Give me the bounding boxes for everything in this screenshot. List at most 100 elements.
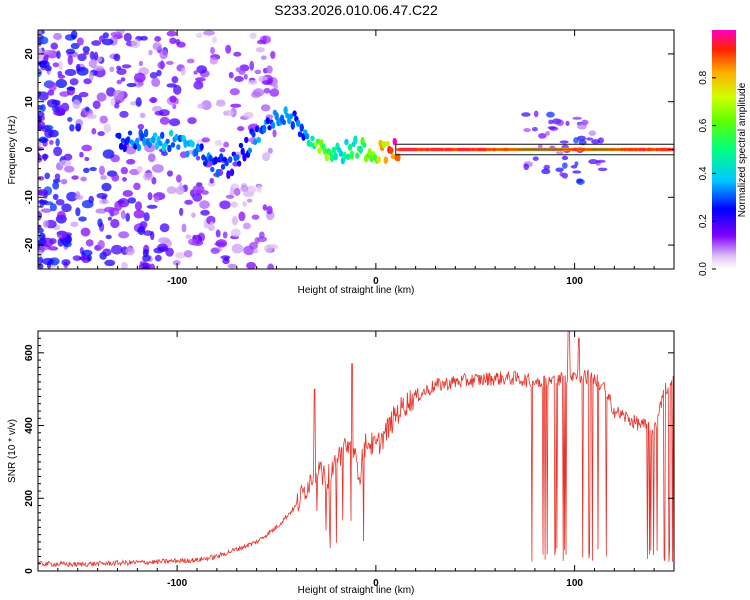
noise-blob (80, 176, 87, 182)
noise-blob (67, 117, 73, 122)
spectrogram-x-label: Height of straight line (km) (298, 285, 415, 296)
x-tick-label: 0 (373, 276, 379, 287)
ridge-segment (329, 153, 335, 163)
noise-blob (533, 110, 539, 118)
noise-blob (70, 221, 79, 227)
noise-blob (101, 182, 112, 192)
ridge-segment (285, 113, 290, 119)
noise-blob (42, 257, 54, 266)
noise-blob (98, 165, 106, 176)
noise-blob (41, 49, 54, 55)
noise-blob (131, 38, 141, 49)
noise-blob (565, 120, 570, 127)
ridge-segment (390, 153, 396, 160)
x-tick-label: -100 (167, 276, 187, 287)
noise-blob (38, 189, 49, 196)
noise-blob (84, 106, 90, 112)
ridge-segment (120, 137, 126, 144)
noise-blob (209, 221, 215, 230)
noise-blob (207, 181, 216, 187)
ridge-segment (254, 125, 260, 133)
noise-blob (223, 256, 230, 262)
y-tick-label: 0 (24, 146, 35, 152)
x-tick-label: 100 (566, 276, 583, 287)
noise-blob (143, 230, 153, 236)
noise-blob (91, 128, 97, 135)
noise-blob (53, 109, 66, 116)
noise-blob (86, 113, 97, 120)
ridge-segment (185, 150, 190, 158)
noise-blob (151, 105, 163, 112)
noise-blob (192, 192, 203, 202)
x-tick-label: 0 (373, 578, 379, 589)
noise-blob (187, 238, 197, 246)
noise-blob (561, 162, 568, 169)
noise-blob (84, 156, 90, 162)
noise-blob (38, 142, 42, 147)
ridge-segment (208, 154, 213, 163)
noise-blob (237, 126, 245, 132)
noise-blob (122, 176, 127, 182)
noise-blob (40, 137, 49, 143)
noise-blob (146, 204, 158, 209)
noise-blob (172, 260, 181, 266)
noise-blob (143, 172, 154, 181)
noise-blob (597, 167, 608, 172)
noise-blob (102, 248, 112, 257)
noise-blob (199, 200, 210, 209)
noise-blob (191, 212, 196, 218)
noise-blob (126, 82, 137, 88)
noise-blob (70, 42, 80, 50)
noise-blob (151, 77, 161, 88)
noise-blob (88, 59, 97, 68)
noise-blob (147, 153, 156, 163)
noise-blob (77, 53, 87, 62)
noise-blob (193, 80, 204, 90)
noise-blob (97, 218, 103, 228)
noise-blob (64, 68, 77, 77)
noise-blob (175, 174, 182, 183)
noise-blob (55, 78, 68, 89)
noise-blob (234, 75, 244, 82)
noise-blob (126, 158, 136, 165)
noise-blob (262, 204, 268, 211)
noise-blob (137, 226, 146, 236)
ridge-segment (236, 160, 242, 167)
noise-blob (107, 216, 112, 221)
ridge-segment (142, 137, 147, 147)
noise-blob (581, 119, 589, 126)
ridge-segment (165, 138, 170, 144)
ridge-segment (127, 130, 133, 136)
ridge-segment (118, 142, 124, 150)
noise-blob (157, 243, 168, 252)
noise-blob (243, 73, 248, 80)
noise-blob (104, 259, 116, 267)
ridge-segment (256, 136, 262, 144)
noise-blob (588, 130, 597, 136)
ridge-segment (219, 153, 224, 162)
ridge-segment (253, 138, 258, 146)
noise-blob (229, 88, 240, 96)
spectrogram-heatmap (38, 30, 674, 269)
noise-blob (136, 165, 143, 173)
noise-blob (225, 194, 235, 199)
noise-blob (79, 151, 84, 158)
chart-title: S233.2026.010.06.47.C22 (274, 2, 438, 18)
ridge-segment (333, 152, 338, 161)
noise-blob (269, 88, 280, 97)
noise-blob (238, 69, 246, 75)
ridge-segment (222, 156, 228, 163)
noise-blob (576, 178, 585, 185)
noise-blob (120, 166, 129, 175)
noise-blob (44, 172, 51, 180)
noise-blob (53, 146, 63, 157)
noise-blob (96, 92, 107, 102)
noise-blob (52, 62, 59, 68)
noise-blob (149, 263, 156, 269)
noise-blob (92, 100, 101, 110)
ridge-segment (288, 113, 294, 120)
noise-blob (187, 117, 197, 125)
ridge-segment (160, 131, 165, 140)
noise-blob (105, 234, 112, 240)
noise-blob (532, 156, 539, 161)
